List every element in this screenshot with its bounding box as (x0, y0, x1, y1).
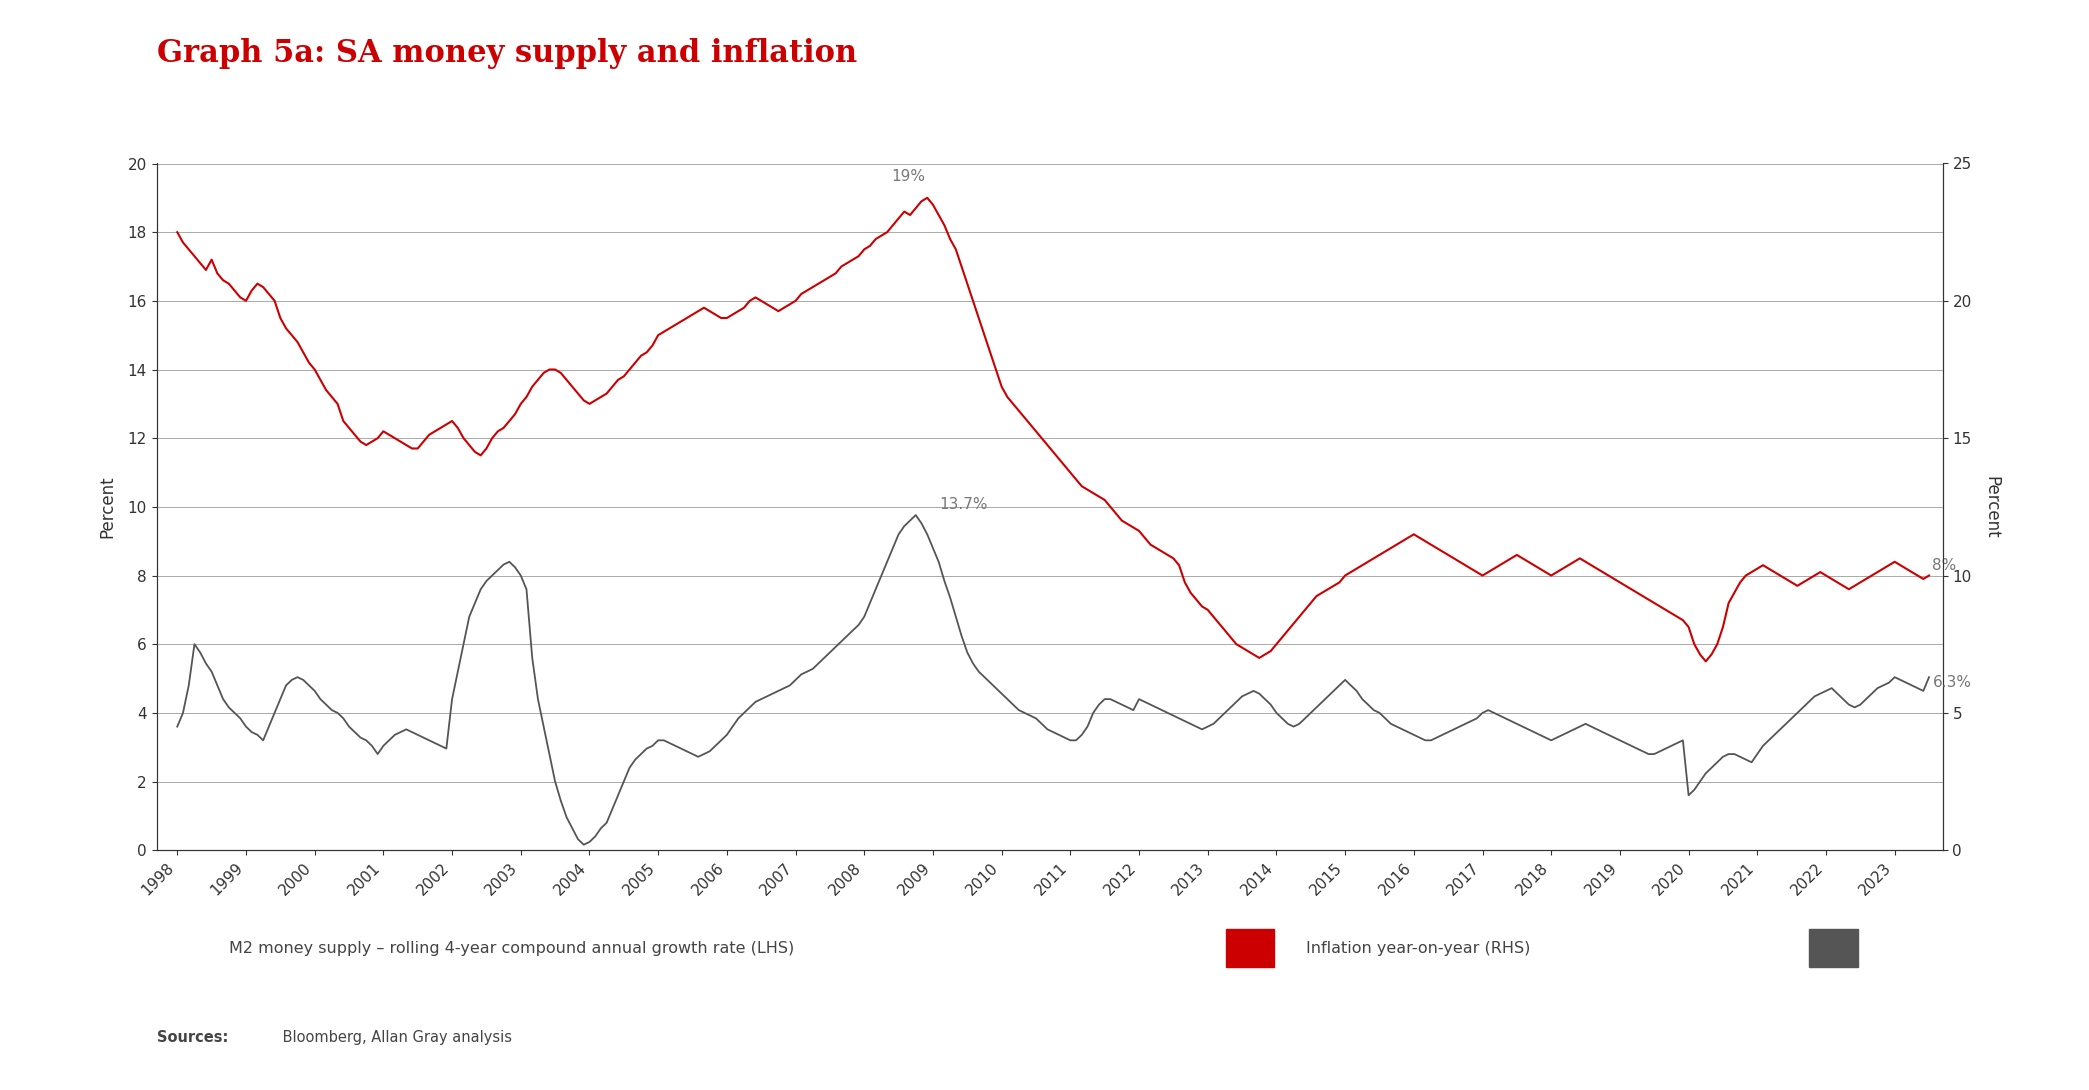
Bar (1809, 929, 1857, 968)
Text: M2 money supply – rolling 4-year compound annual growth rate (LHS): M2 money supply – rolling 4-year compoun… (228, 941, 794, 956)
Y-axis label: Percent: Percent (1982, 475, 2001, 538)
Text: Inflation year-on-year (RHS): Inflation year-on-year (RHS) (1306, 941, 1531, 956)
Text: 19%: 19% (892, 169, 925, 184)
Text: Bloomberg, Allan Gray analysis: Bloomberg, Allan Gray analysis (278, 1030, 512, 1045)
Y-axis label: Percent: Percent (98, 475, 117, 538)
Text: Graph 5a: SA money supply and inflation: Graph 5a: SA money supply and inflation (157, 38, 856, 69)
Text: 8%: 8% (1932, 558, 1957, 572)
Bar (1226, 929, 1274, 968)
Text: Sources:: Sources: (157, 1030, 228, 1045)
Text: 13.7%: 13.7% (940, 497, 988, 512)
Text: 6.3%: 6.3% (1932, 675, 1972, 690)
